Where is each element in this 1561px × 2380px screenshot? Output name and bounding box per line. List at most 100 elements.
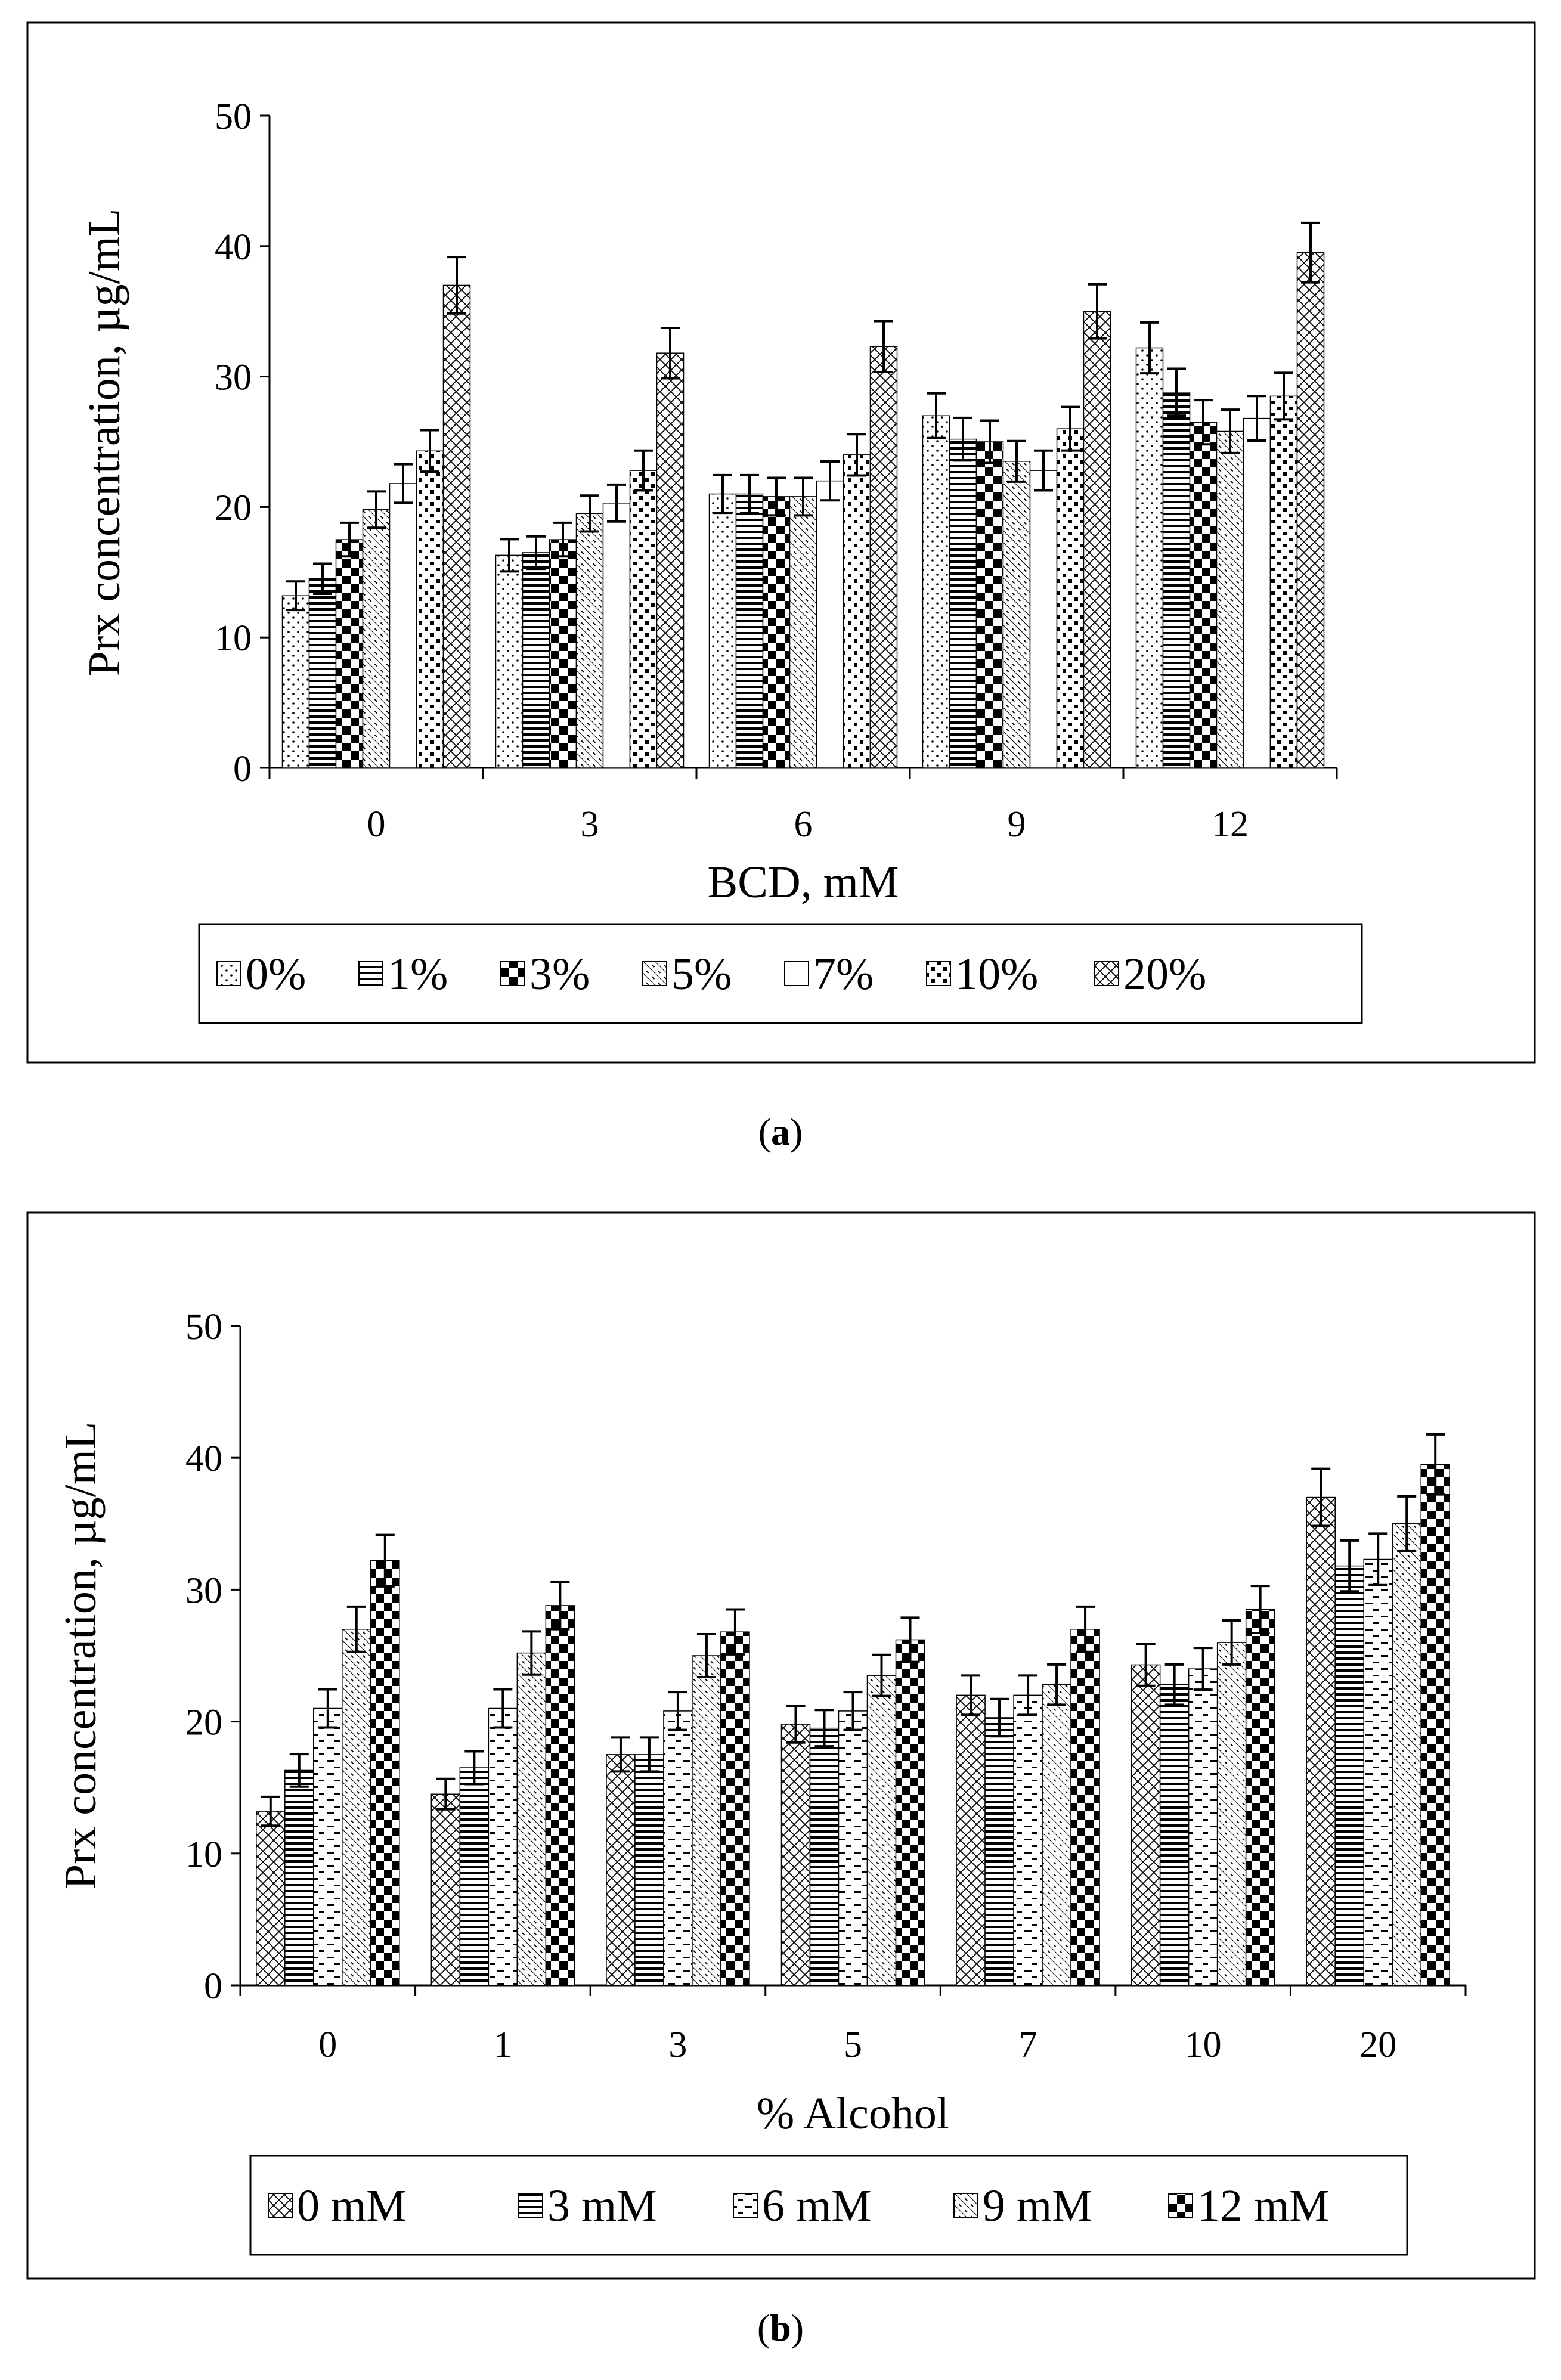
bar bbox=[1216, 430, 1244, 768]
bar bbox=[1306, 1496, 1336, 1986]
bar bbox=[1013, 1694, 1043, 1986]
caption-a-open: ( bbox=[758, 1111, 771, 1153]
legend-swatch bbox=[642, 961, 667, 986]
bar bbox=[281, 595, 310, 768]
y-tick-label: 20 bbox=[185, 1703, 222, 1743]
legend-label: 1% bbox=[388, 949, 448, 999]
y-tick-label: 40 bbox=[185, 1439, 222, 1479]
legend-swatch bbox=[926, 961, 951, 986]
x-axis-label: % Alcohol bbox=[757, 2088, 949, 2139]
caption-b-open: ( bbox=[757, 2307, 770, 2349]
bar bbox=[629, 470, 658, 768]
bar bbox=[720, 1631, 750, 1986]
bar bbox=[495, 554, 524, 768]
bar bbox=[1083, 311, 1111, 768]
legend-swatch bbox=[784, 961, 809, 986]
bar bbox=[1002, 461, 1031, 768]
bar bbox=[735, 493, 764, 768]
y-tick-label: 40 bbox=[215, 227, 252, 268]
bar bbox=[663, 1710, 693, 1986]
bar bbox=[1135, 347, 1164, 768]
legend-label: 9 mM bbox=[983, 2181, 1092, 2231]
x-tick-label: 3 bbox=[581, 804, 599, 845]
bar bbox=[575, 513, 604, 768]
bar bbox=[975, 441, 1004, 768]
bar bbox=[838, 1710, 868, 1986]
legend-label: 20% bbox=[1123, 949, 1206, 999]
bar bbox=[1070, 1629, 1100, 1986]
y-tick-label: 0 bbox=[233, 749, 252, 789]
bar bbox=[602, 503, 631, 768]
legend-label: 10% bbox=[955, 949, 1038, 999]
bar bbox=[922, 415, 950, 768]
x-tick-label: 6 bbox=[794, 804, 813, 845]
legend-swatch bbox=[216, 961, 241, 986]
caption-b-letter: b bbox=[770, 2307, 791, 2349]
bar bbox=[1296, 252, 1325, 768]
legend-swatch bbox=[518, 2193, 543, 2218]
bar bbox=[416, 450, 444, 768]
y-tick-label: 20 bbox=[215, 488, 252, 528]
bar bbox=[516, 1652, 547, 1986]
x-tick-label: 5 bbox=[844, 2025, 862, 2065]
y-tick-label: 0 bbox=[204, 1966, 222, 2007]
caption-a: (a) bbox=[0, 1110, 1561, 1154]
x-tick-label: 1 bbox=[494, 2025, 512, 2065]
bar bbox=[1131, 1664, 1161, 1986]
bar bbox=[308, 578, 337, 768]
bar bbox=[1159, 1684, 1190, 1986]
legend-label: 3 mM bbox=[547, 2181, 657, 2231]
bar bbox=[843, 454, 871, 768]
bar bbox=[789, 496, 817, 768]
bar bbox=[762, 496, 791, 768]
panel-a-frame bbox=[26, 21, 1536, 1064]
legend-label: 5% bbox=[671, 949, 732, 999]
y-tick-label: 50 bbox=[185, 1307, 222, 1347]
bar bbox=[956, 1694, 986, 1986]
legend-label: 3% bbox=[529, 949, 590, 999]
x-tick-label: 0 bbox=[367, 804, 386, 845]
bar bbox=[1363, 1558, 1393, 1986]
x-tick-label: 0 bbox=[318, 2025, 337, 2065]
bar bbox=[606, 1754, 636, 1986]
bar bbox=[895, 1639, 925, 1986]
bar bbox=[522, 552, 550, 768]
bar bbox=[284, 1769, 314, 1986]
y-tick-label: 10 bbox=[185, 1834, 222, 1875]
y-axis-label: Prx concentration, µg/mL bbox=[79, 209, 129, 677]
bar bbox=[634, 1754, 664, 1986]
panel-b-frame bbox=[26, 1211, 1536, 2280]
x-tick-label: 3 bbox=[668, 2025, 687, 2065]
x-axis-label: BCD, mM bbox=[708, 857, 899, 907]
legend-label: 6 mM bbox=[762, 2181, 872, 2231]
legend-swatch bbox=[500, 961, 525, 986]
legend-box bbox=[198, 923, 1363, 1024]
caption-a-letter: a bbox=[771, 1111, 790, 1153]
bar bbox=[984, 1717, 1014, 1986]
bar bbox=[708, 493, 737, 768]
legend-swatch bbox=[268, 2193, 293, 2218]
bar bbox=[1188, 1668, 1218, 1986]
legend-swatch bbox=[358, 961, 383, 986]
bar bbox=[809, 1727, 840, 1986]
caption-a-close: ) bbox=[790, 1111, 803, 1153]
legend-label: 0 mM bbox=[297, 2181, 407, 2231]
bar bbox=[256, 1811, 286, 1986]
y-tick-label: 50 bbox=[215, 97, 252, 137]
bar bbox=[389, 483, 417, 768]
bar bbox=[692, 1655, 721, 1986]
x-tick-label: 10 bbox=[1185, 2025, 1222, 2065]
bar bbox=[781, 1724, 811, 1986]
bar bbox=[949, 438, 977, 768]
legend-label: 7% bbox=[813, 949, 874, 999]
bar bbox=[1334, 1565, 1364, 1986]
bar bbox=[656, 352, 685, 768]
bar bbox=[459, 1767, 490, 1986]
x-tick-label: 12 bbox=[1212, 804, 1249, 845]
legend-label: 12 mM bbox=[1197, 2181, 1330, 2231]
bar bbox=[313, 1707, 343, 1986]
bar bbox=[869, 346, 898, 768]
